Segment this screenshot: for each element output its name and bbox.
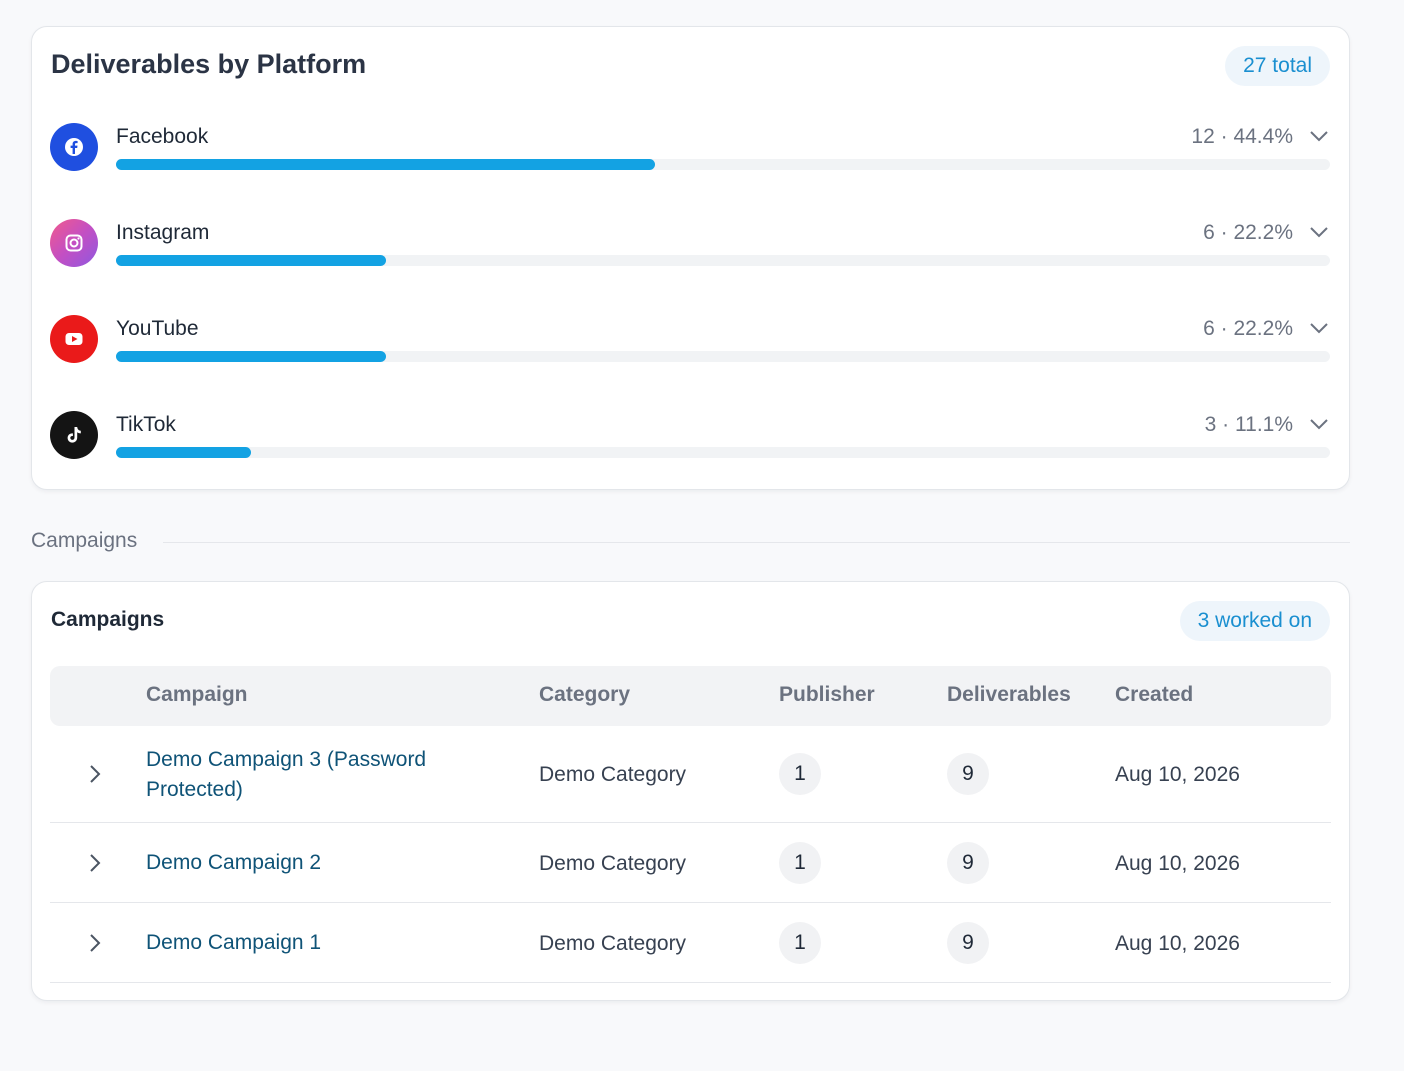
campaign-link[interactable]: Demo Campaign 1 xyxy=(146,931,322,954)
column-header-category[interactable]: Category xyxy=(539,683,631,706)
publisher-count-badge: 1 xyxy=(779,753,821,795)
platform-progress-fill xyxy=(116,351,386,362)
platform-progress-fill xyxy=(116,255,386,266)
campaign-link[interactable]: Demo Campaign 3 (Password Protected) xyxy=(146,748,427,801)
created-date-cell: Aug 10, 2026 xyxy=(1115,763,1240,786)
deliverables-count-badge: 9 xyxy=(947,753,989,795)
platform-progress-track xyxy=(116,447,1330,458)
platform-row-facebook[interactable]: Facebook 12 · 44.4% xyxy=(32,123,1349,203)
chevron-right-icon[interactable] xyxy=(88,852,102,874)
campaigns-card: Campaigns 3 worked on Campaign Category … xyxy=(31,581,1350,1001)
platform-progress-fill xyxy=(116,447,251,458)
platform-stats: 6 · 22.2% xyxy=(1203,221,1293,244)
platform-progress-track xyxy=(116,159,1330,170)
chevron-down-icon[interactable] xyxy=(1309,417,1329,431)
table-row[interactable]: Demo Campaign 2 Demo Category 1 9 Aug 10… xyxy=(50,823,1331,903)
chevron-down-icon[interactable] xyxy=(1309,225,1329,239)
card-title: Campaigns xyxy=(51,608,165,631)
platform-stats: 12 · 44.4% xyxy=(1191,125,1293,148)
total-badge: 27 total xyxy=(1225,46,1330,86)
column-header-publisher[interactable]: Publisher xyxy=(779,683,875,706)
deliverables-count-badge: 9 xyxy=(947,842,989,884)
column-header-campaign[interactable]: Campaign xyxy=(146,683,248,706)
worked-on-badge: 3 worked on xyxy=(1179,601,1330,641)
deliverables-by-platform-card: Deliverables by Platform 27 total Facebo… xyxy=(31,26,1350,490)
created-date-cell: Aug 10, 2026 xyxy=(1115,932,1240,955)
publisher-count-badge: 1 xyxy=(779,922,821,964)
table-header: Campaign Category Publisher Deliverables… xyxy=(50,666,1331,726)
column-header-deliverables[interactable]: Deliverables xyxy=(947,683,1071,706)
column-header-created[interactable]: Created xyxy=(1115,683,1194,706)
platform-progress-fill xyxy=(116,159,656,170)
platform-name: Facebook xyxy=(116,125,209,148)
platform-row-tiktok[interactable]: TikTok 3 · 11.1% xyxy=(32,411,1349,491)
platform-name: Instagram xyxy=(116,221,210,244)
category-cell: Demo Category xyxy=(539,852,687,875)
chevron-down-icon[interactable] xyxy=(1309,321,1329,335)
section-label: Campaigns xyxy=(31,529,138,552)
campaign-link[interactable]: Demo Campaign 2 xyxy=(146,851,322,874)
facebook-icon xyxy=(50,123,98,171)
platform-stats: 3 · 11.1% xyxy=(1204,413,1293,436)
card-title: Deliverables by Platform xyxy=(51,49,367,79)
platform-name: YouTube xyxy=(116,317,199,340)
platform-progress-track xyxy=(116,351,1330,362)
deliverables-count-badge: 9 xyxy=(947,922,989,964)
platform-row-instagram[interactable]: Instagram 6 · 22.2% xyxy=(32,219,1349,299)
platform-progress-track xyxy=(116,255,1330,266)
created-date-cell: Aug 10, 2026 xyxy=(1115,852,1240,875)
chevron-right-icon[interactable] xyxy=(88,932,102,954)
category-cell: Demo Category xyxy=(539,763,687,786)
tiktok-icon xyxy=(50,411,98,459)
platform-stats: 6 · 22.2% xyxy=(1203,317,1293,340)
chevron-down-icon[interactable] xyxy=(1309,129,1329,143)
publisher-count-badge: 1 xyxy=(779,842,821,884)
instagram-icon xyxy=(50,219,98,267)
table-row[interactable]: Demo Campaign 3 (Password Protected) Dem… xyxy=(50,726,1331,823)
platform-row-youtube[interactable]: YouTube 6 · 22.2% xyxy=(32,315,1349,395)
category-cell: Demo Category xyxy=(539,932,687,955)
youtube-icon xyxy=(50,315,98,363)
platform-name: TikTok xyxy=(116,413,176,436)
table-row[interactable]: Demo Campaign 1 Demo Category 1 9 Aug 10… xyxy=(50,903,1331,983)
chevron-right-icon[interactable] xyxy=(88,763,102,785)
section-divider xyxy=(163,542,1350,543)
